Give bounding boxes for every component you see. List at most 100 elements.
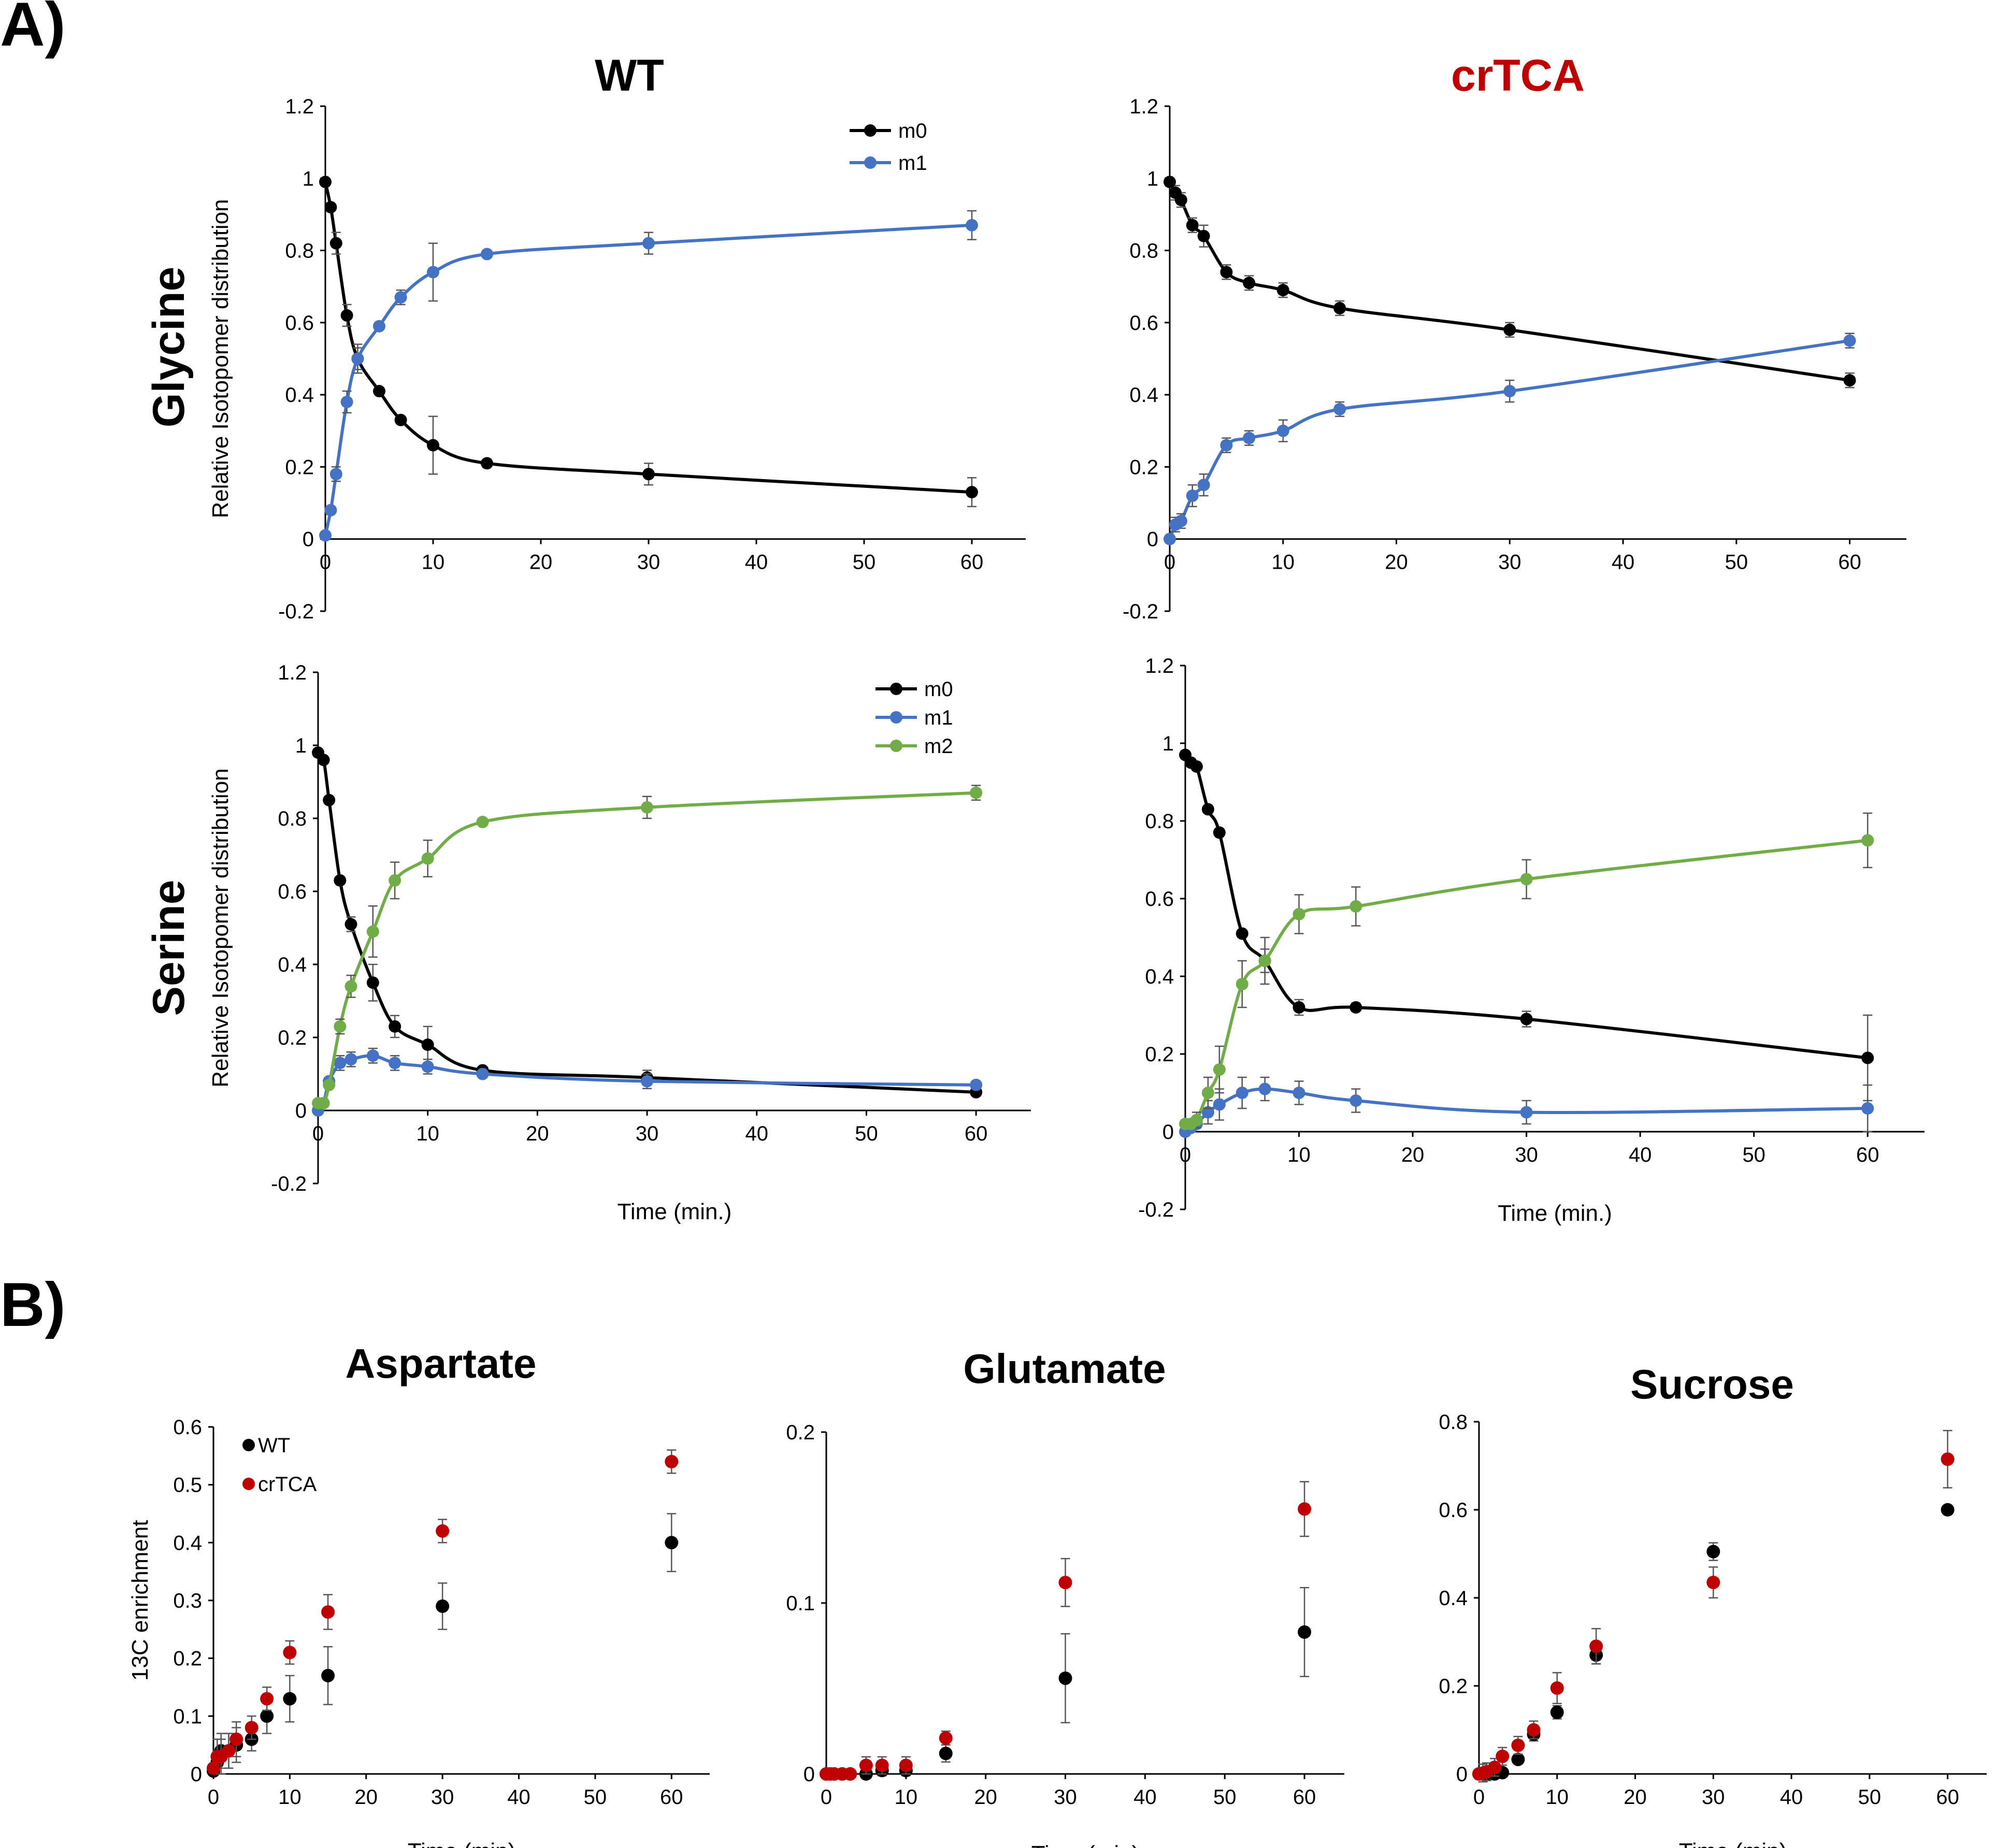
x-tick-label: 50 (1858, 1786, 1882, 1809)
data-point-crTCA (1550, 1681, 1564, 1695)
x-axis-title: Time (min) (1679, 1839, 1787, 1848)
data-point-m2 (344, 980, 357, 993)
data-point-m2 (1293, 908, 1305, 920)
data-point-m0 (317, 754, 330, 767)
data-point-m0 (421, 1038, 434, 1051)
y-tick-label: 1.2 (1129, 95, 1158, 118)
data-point-m0 (1174, 194, 1187, 207)
chart-serine-wt: -0.2 0 0.2 0.4 0.6 0.8 1 1.2 0 10 20 30 40 50 60 Relati… (208, 661, 1031, 1224)
data-point-m0 (1236, 927, 1248, 940)
x-tick-label: 40 (1629, 1144, 1652, 1166)
data-point-m2 (323, 1078, 336, 1091)
y-tick-label: 0.6 (1145, 888, 1174, 911)
y-tick-label: 0.3 (173, 1590, 202, 1612)
data-point-m1 (641, 1075, 654, 1088)
data-point-crTCA (843, 1767, 857, 1781)
data-point-m1 (373, 320, 385, 333)
x-tick-label: 10 (1272, 551, 1295, 574)
x-axis-title: Time (min.) (1498, 1201, 1612, 1226)
data-point-m0 (1276, 284, 1289, 297)
data-point-crTCA (321, 1605, 335, 1619)
x-tick-label: 50 (855, 1122, 878, 1145)
y-tick-label: 0.6 (173, 1416, 202, 1439)
x-tick-label: 30 (1054, 1786, 1077, 1809)
x-tick-label: 0 (821, 1786, 832, 1809)
data-point-crTCA (665, 1455, 679, 1468)
x-tick-label: 30 (431, 1786, 454, 1809)
y-tick-label: 0.2 (173, 1648, 202, 1670)
x-tick-label: 60 (1838, 551, 1861, 574)
x-axis-title: Time (min) (408, 1839, 516, 1848)
x-tick-label: 50 (1725, 551, 1748, 574)
data-point-WT (939, 1746, 953, 1760)
x-tick-label: 40 (507, 1786, 530, 1809)
data-point-crTCA (939, 1731, 953, 1745)
chart-title: Sucrose (1630, 1361, 1794, 1407)
data-point-m1 (394, 291, 407, 304)
data-point-m2 (1236, 978, 1248, 990)
chart-title: Glutamate (963, 1346, 1166, 1392)
data-point-WT (1511, 1752, 1525, 1766)
x-tick-label: 20 (529, 551, 553, 574)
data-point-m1 (481, 248, 493, 261)
data-point-m0 (1220, 266, 1233, 279)
y-tick-label: 1.2 (278, 661, 307, 684)
x-tick-label: 50 (853, 551, 876, 574)
data-point-crTCA (1511, 1738, 1525, 1752)
y-tick-label: 0.2 (278, 1027, 307, 1049)
x-tick-label: 20 (526, 1122, 549, 1145)
data-point-m0 (319, 176, 332, 189)
data-point-m0 (1520, 1013, 1533, 1026)
legend-label-m1: m1 (924, 706, 953, 729)
data-point-crTCA (899, 1758, 913, 1772)
data-point-crTCA (229, 1733, 243, 1746)
data-point-crTCA (1496, 1750, 1510, 1763)
x-tick-label: 20 (355, 1786, 378, 1809)
data-point-m2 (1520, 873, 1533, 886)
data-point-m0 (1843, 374, 1856, 387)
data-point-crTCA (260, 1692, 274, 1706)
y-tick-label: 1 (1162, 732, 1174, 755)
x-tick-label: 0 (208, 1786, 219, 1809)
data-point-m2 (317, 1096, 330, 1109)
data-point-m0 (334, 874, 347, 887)
y-tick-label: 1 (303, 167, 314, 190)
data-point-m1 (1186, 489, 1199, 502)
y-axis-title: Relative Isotopomer distribution (208, 768, 233, 1087)
panel-b-label: B) (0, 1270, 66, 1339)
legend-label-WT: WT (258, 1434, 290, 1457)
data-point-crTCA (436, 1524, 450, 1538)
data-point-crTCA (283, 1645, 297, 1659)
data-point-m1 (970, 1078, 983, 1091)
data-point-crTCA (875, 1758, 889, 1772)
legend-marker-WT (242, 1439, 255, 1451)
data-point-crTCA (1589, 1639, 1603, 1653)
y-tick-label: -0.2 (1123, 600, 1158, 623)
y-tick-label: 0 (303, 528, 314, 551)
x-tick-label: 10 (278, 1786, 301, 1809)
y-tick-label: 0 (1456, 1763, 1468, 1786)
data-point-WT (283, 1692, 297, 1706)
x-tick-label: 10 (422, 551, 445, 574)
data-point-m1 (642, 237, 655, 250)
y-tick-label: 0.2 (1129, 456, 1158, 479)
data-point-m0 (1201, 803, 1214, 816)
x-tick-label: 50 (1742, 1144, 1765, 1166)
data-point-m0 (1197, 229, 1210, 242)
data-point-m1 (427, 266, 439, 279)
data-point-crTCA (1488, 1760, 1502, 1774)
x-tick-label: 40 (1780, 1786, 1803, 1809)
series-line-m2 (1185, 839, 1868, 1126)
x-tick-label: 10 (1287, 1144, 1311, 1166)
data-point-m1 (1213, 1098, 1226, 1111)
legend-marker-m1 (890, 711, 902, 724)
chart-glycine-crtca: -0.2 0 0.2 0.4 0.6 0.8 1 1.2 0 10 20 30 40 50 60 (1123, 95, 1906, 623)
data-point-m0 (642, 468, 655, 481)
legend-marker-m2 (890, 740, 902, 752)
x-tick-label: 0 (312, 1122, 324, 1145)
legend-label-crTCA: crTCA (258, 1473, 317, 1496)
y-tick-label: 0.2 (285, 456, 314, 479)
data-point-m0 (366, 976, 379, 989)
data-point-m2 (1190, 1114, 1203, 1127)
